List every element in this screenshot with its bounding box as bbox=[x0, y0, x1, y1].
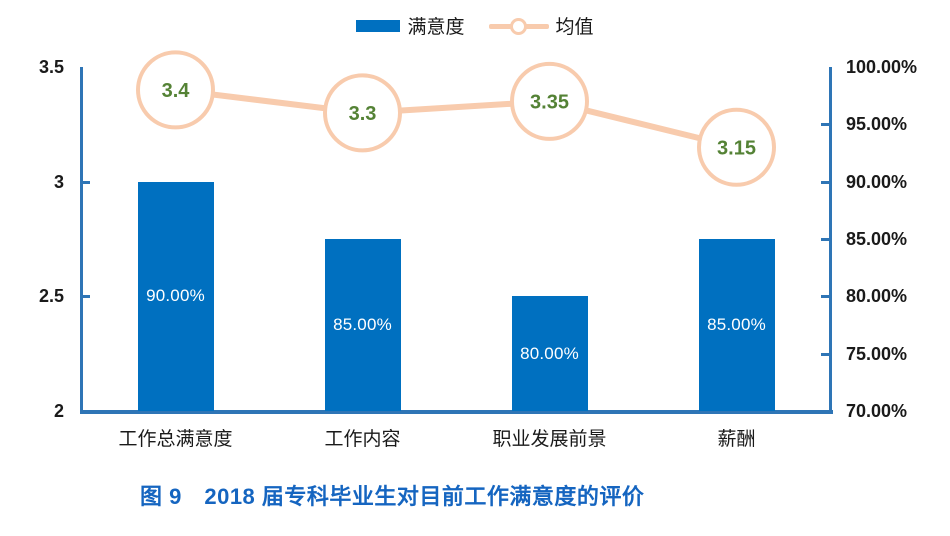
legend-label-mean: 均值 bbox=[555, 17, 594, 38]
left-axis-tick-label: 2.5 bbox=[38, 286, 64, 307]
legend-item-satisfaction: 满意度 bbox=[356, 12, 465, 39]
bar-value-label: 85.00% bbox=[707, 315, 766, 334]
right-axis-tick-label: 100.00% bbox=[846, 57, 918, 77]
right-axis-tick-label: 90.00% bbox=[846, 171, 908, 192]
figure-caption: 图 9 2018 届专科毕业生对目前工作满意度的评价 bbox=[140, 484, 645, 509]
right-axis-tick-label: 70.00% bbox=[846, 401, 908, 421]
right-axis-tick bbox=[821, 180, 829, 184]
satisfaction-bar: 85.00% bbox=[698, 239, 775, 411]
x-axis-line bbox=[80, 410, 833, 414]
left-axis-tick-label: 3.5 bbox=[38, 57, 64, 77]
right-axis-tick-label: 75.00% bbox=[846, 343, 908, 364]
satisfaction-bar: 85.00% bbox=[324, 239, 401, 411]
bar-value-label: 85.00% bbox=[333, 315, 392, 334]
right-axis-tick bbox=[821, 295, 829, 299]
mean-point-marker bbox=[323, 73, 402, 153]
chart-legend: 满意度 均值 bbox=[0, 12, 950, 39]
left-axis-line bbox=[80, 67, 83, 413]
right-axis-tick-label: 95.00% bbox=[846, 114, 908, 135]
left-axis-tick-label: 3 bbox=[53, 171, 64, 192]
right-axis-tick bbox=[821, 238, 829, 241]
legend-label-satisfaction: 满意度 bbox=[407, 17, 465, 38]
line-marker-circle bbox=[509, 17, 527, 35]
mean-value-label: 3.3 bbox=[349, 103, 377, 125]
bar-value-label: 80.00% bbox=[520, 343, 579, 363]
category-label: 职业发展前景 bbox=[492, 429, 607, 450]
right-axis-tick-label: 80.00% bbox=[846, 286, 908, 307]
bar-swatch-icon bbox=[356, 19, 401, 32]
mean-value-label: 3.15 bbox=[717, 137, 756, 159]
mean-point-marker bbox=[136, 50, 215, 130]
right-axis-tick-label: 85.00% bbox=[846, 229, 908, 249]
left-axis-tick-label: 2 bbox=[53, 401, 64, 421]
bar-value-label: 90.00% bbox=[146, 286, 205, 306]
satisfaction-bar: 90.00% bbox=[137, 181, 214, 411]
category-label: 工作内容 bbox=[324, 429, 401, 450]
line-marker-icon bbox=[488, 17, 549, 35]
left-axis-tick bbox=[83, 295, 90, 299]
right-axis-line bbox=[829, 67, 832, 413]
category-label: 工作总满意度 bbox=[118, 429, 233, 450]
category-label: 薪酬 bbox=[717, 429, 756, 450]
right-axis-tick bbox=[821, 123, 829, 127]
legend-item-mean: 均值 bbox=[488, 12, 594, 39]
satisfaction-bar: 80.00% bbox=[511, 296, 588, 411]
right-axis-tick bbox=[821, 352, 829, 356]
left-axis-tick bbox=[83, 180, 90, 184]
mean-value-label: 3.4 bbox=[162, 80, 191, 102]
mean-point-marker bbox=[697, 107, 776, 187]
mean-point-marker bbox=[510, 61, 589, 141]
mean-value-label: 3.35 bbox=[530, 91, 569, 113]
mean-line bbox=[175, 86, 738, 151]
